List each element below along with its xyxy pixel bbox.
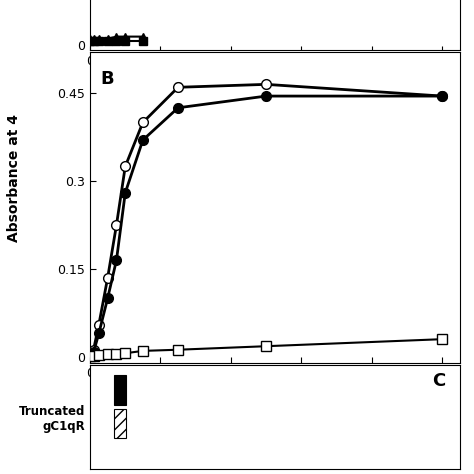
X-axis label: Vitronectin (μg/ml): Vitronectin (μg/ml) xyxy=(201,71,349,84)
Text: Absorbance at 4: Absorbance at 4 xyxy=(7,114,21,242)
Text: C: C xyxy=(432,372,446,390)
Text: Truncated
gC1qR: Truncated gC1qR xyxy=(19,405,85,433)
X-axis label: Multimeric vitronectin (μg/ml): Multimeric vitronectin (μg/ml) xyxy=(157,384,392,399)
Bar xyxy=(114,409,126,438)
Bar xyxy=(114,375,126,405)
Text: B: B xyxy=(100,70,114,88)
